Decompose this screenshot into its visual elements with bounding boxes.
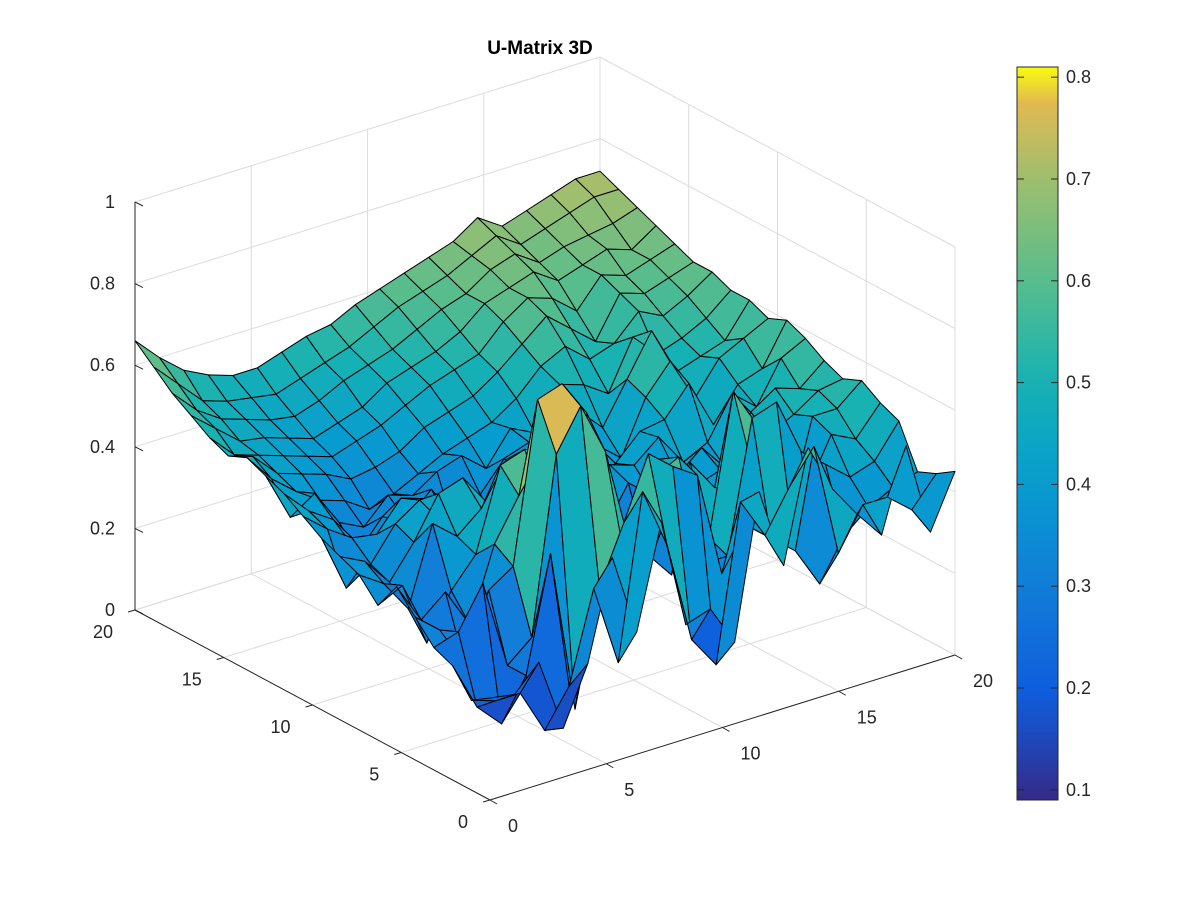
z-tick-mark <box>134 201 144 207</box>
z-tick-mark <box>134 283 144 289</box>
colorbar-tick-label: 0.7 <box>1066 169 1091 189</box>
colorbar-tick-label: 0.2 <box>1066 678 1091 698</box>
x-tick-label: 10 <box>741 744 761 764</box>
y-tick-label: 15 <box>182 670 202 690</box>
colorbar-tick-label: 0.6 <box>1066 271 1091 291</box>
z-tick-label: 0.8 <box>90 274 115 294</box>
x-tick-mark <box>838 690 846 696</box>
colorbar-tick-label: 0.8 <box>1066 67 1091 87</box>
colorbar-tick-label: 0.3 <box>1066 576 1091 596</box>
y-tick-label: 10 <box>270 717 290 737</box>
x-tick-label: 0 <box>508 816 518 836</box>
z-tick-label: 1 <box>105 192 115 212</box>
surface-mesh <box>134 170 956 731</box>
chart-title: U-Matrix 3D <box>487 38 593 59</box>
x-tick-mark <box>606 763 614 769</box>
colorbar-tick-label: 0.1 <box>1066 780 1091 800</box>
surface-patch <box>911 470 956 533</box>
surface-patch <box>134 340 179 385</box>
y-tick-mark <box>394 752 402 755</box>
y-tick-mark <box>482 799 491 803</box>
y-tick-mark <box>216 657 224 660</box>
z-tick-mark <box>134 446 144 452</box>
y-tick-label: 0 <box>458 812 468 832</box>
x-tick-mark <box>954 654 963 660</box>
x-tick-label: 5 <box>624 780 634 800</box>
z-tick-label: 0.2 <box>90 518 115 538</box>
colorbar-bar <box>1016 66 1059 801</box>
colorbar-tick-label: 0.4 <box>1066 474 1091 494</box>
colorbar: 0.1 0.2 0.3 0.4 0.5 0.6 0.7 0.8 <box>1016 66 1091 801</box>
y-tick-mark <box>127 609 136 613</box>
x-tick-label: 15 <box>857 707 877 727</box>
x-tick-label: 20 <box>973 671 993 691</box>
y-tick-mark <box>305 704 313 708</box>
y-tick-label: 5 <box>369 765 379 785</box>
z-tick-label: 0.4 <box>90 437 115 457</box>
z-tick-mark <box>134 527 144 533</box>
z-tick-label: 0.6 <box>90 355 115 375</box>
x-tick-mark <box>722 727 730 732</box>
x-tick-mark <box>489 799 498 805</box>
z-tick-label: 0 <box>105 600 115 620</box>
y-tick-label: 20 <box>93 622 113 642</box>
colorbar-tick-label: 0.5 <box>1066 373 1091 393</box>
z-tick-mark <box>134 364 144 370</box>
